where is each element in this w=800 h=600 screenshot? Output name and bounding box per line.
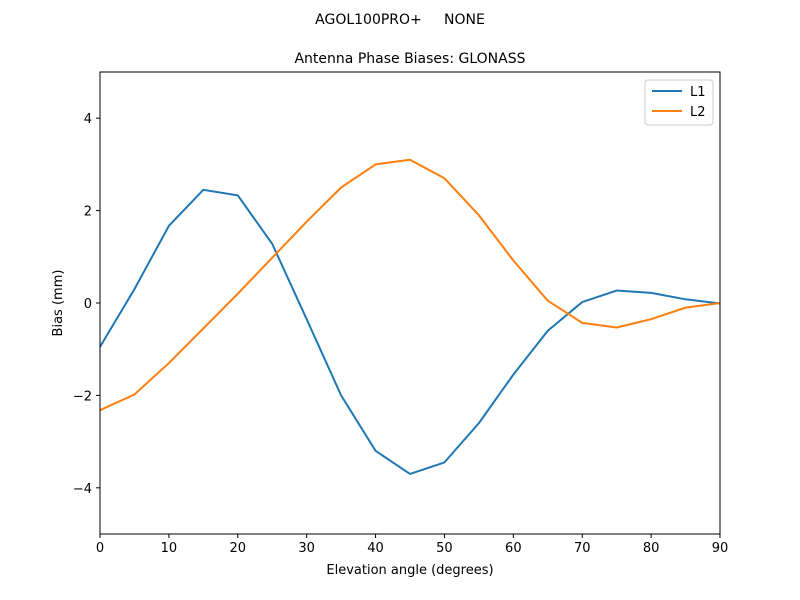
y-tick-label: 0 [84,297,92,312]
y-axis-label: Bias (mm) [51,270,66,337]
y-tick-label: 4 [84,112,92,127]
legend-label-l1: L1 [690,85,706,100]
chart-suptitle: AGOL100PRO+ NONE [315,12,485,28]
x-tick-label: 70 [574,541,591,556]
x-tick-label: 10 [161,541,178,556]
y-tick-label: 2 [84,205,92,220]
x-tick-label: 30 [298,541,315,556]
x-axis-label: Elevation angle (degrees) [326,563,493,578]
x-tick-label: 90 [712,541,729,556]
x-tick-label: 60 [505,541,522,556]
x-tick-label: 50 [436,541,453,556]
x-tick-label: 80 [643,541,660,556]
legend-label-l2: L2 [690,105,706,120]
x-tick-label: 40 [367,541,384,556]
series-line-l2 [99,158,721,412]
y-tick-label: −4 [73,482,92,497]
chart-title: Antenna Phase Biases: GLONASS [294,51,525,67]
plot-area: 0 10 20 30 40 50 60 70 80 90 −4 −2 0 2 4 [73,71,729,556]
x-tick-label: 20 [230,541,247,556]
x-tick-label: 0 [96,541,104,556]
series-line-l1 [99,188,721,475]
legend: L1 L2 [644,79,714,126]
y-tick-label: −2 [73,389,92,404]
